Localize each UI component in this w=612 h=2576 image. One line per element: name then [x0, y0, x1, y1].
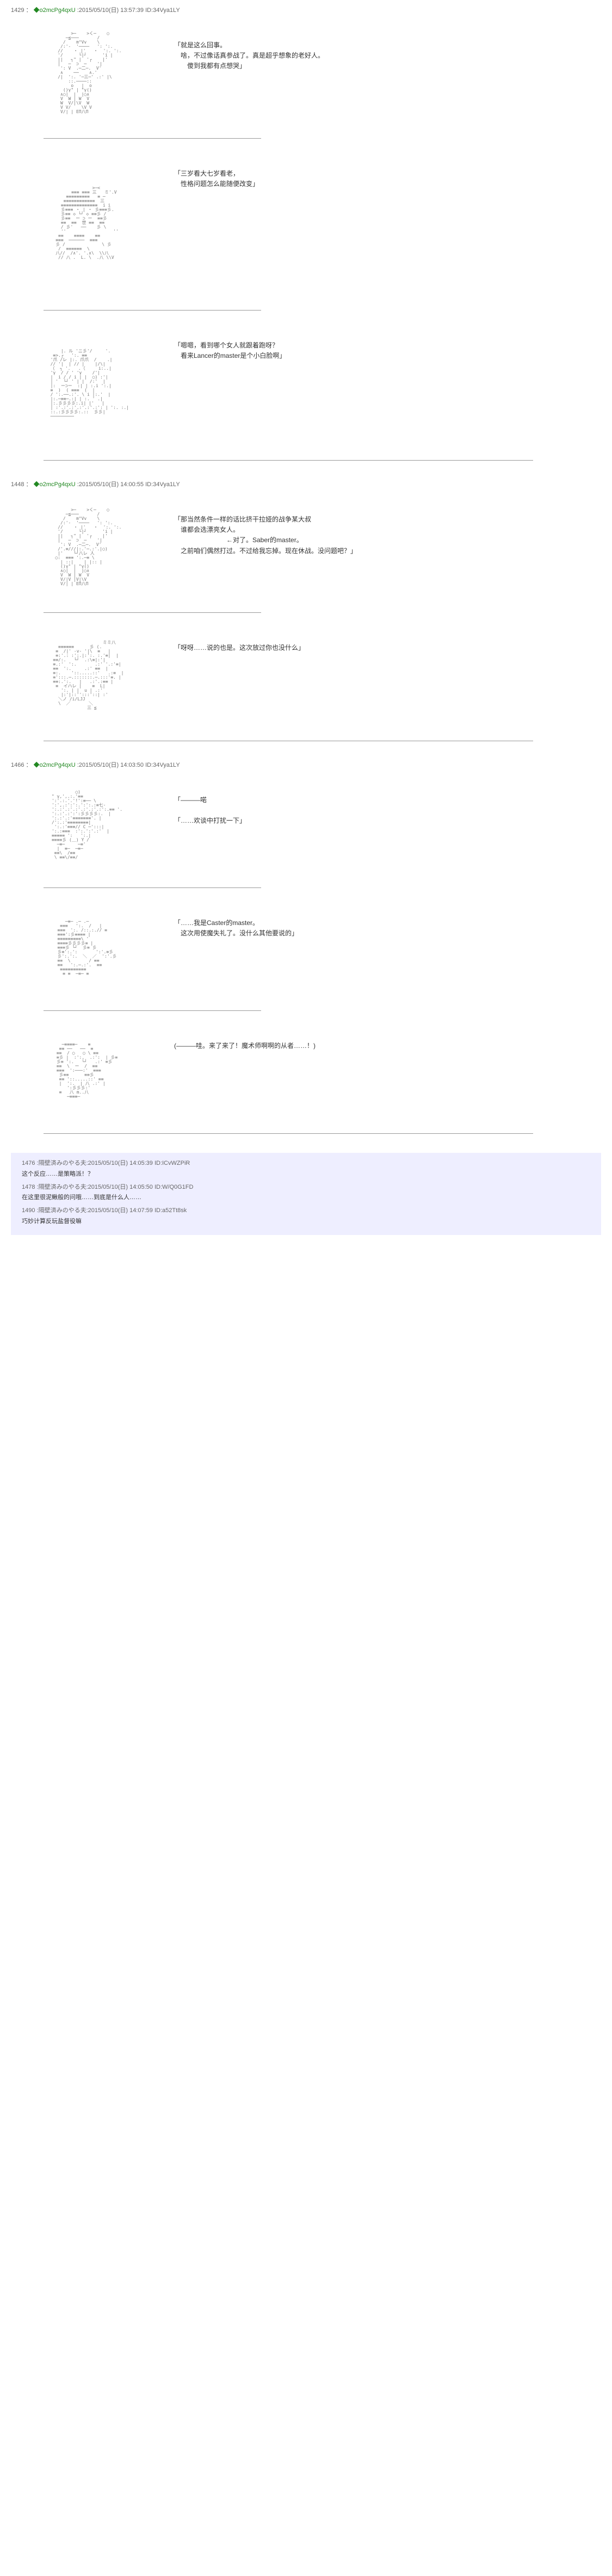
section-divider — [44, 138, 261, 139]
post-content-row: >─ >く─ ○ ─≦─── / / m^Vv \ /:'- '──── ': … — [11, 18, 601, 127]
post-date: :2015/05/10(日) 14:00:55 — [77, 481, 144, 488]
ascii-art-content: |. ル 'ニ彡'/ '. ≡>.┌ ':. ≡≡ '爪 /レ |:. 爪爪 /… — [43, 347, 131, 421]
ascii-art-content: ─≡≡≡≡─ ≡ ≡≡ ── ── ≡ ≡≡ / ○ ○ \ ≡≡ ≡彡 | :… — [54, 1040, 120, 1101]
post-trip: ◆o2mcPg4qxU — [34, 481, 76, 488]
ascii-art-content: ミミ八 ≡≡≡≡≡≡ 彡 (. ≡ /|' -v- '|\ ≡ | ≡:'.: … — [48, 638, 126, 712]
post-section: >─ >く─ ○ ─≦─── / / m^Vv \ /:'- '──── ': … — [11, 18, 601, 127]
response-line: 1478 :隔壁済みのやる夫:2015/05/10(日) 14:05:50 ID… — [22, 1182, 590, 1204]
post-section: ─≡─ .─ .─ ≡≡≡ ':. / | ≡≡≡ ':. /::.:.// ≡… — [11, 896, 601, 1000]
response-text: 在这里很泥鳅般的问哦……到底是什么人…… — [22, 1194, 141, 1201]
ascii-art-portrait: ミミ八 ≡≡≡≡≡≡ 彡 (. ≡ /|' -v- '|\ ≡ | ≡:'.: … — [11, 621, 163, 730]
response-meta: 1478 :隔壁済みのやる夫:2015/05/10(日) 14:05:50 ID… — [22, 1184, 193, 1190]
forum-post: 1448 ： ◆o2mcPg4qxU :2015/05/10(日) 14:00:… — [0, 474, 612, 755]
ascii-art-portrait: ─≡≡≡≡─ ≡ ≡≡ ── ── ≡ ≡≡ / ○ ○ \ ≡≡ ≡彡 | :… — [11, 1019, 163, 1122]
response-meta: 1490 :隔壁済みのやる夫:2015/05/10(日) 14:07:59 ID… — [22, 1207, 187, 1214]
post-section: >─ >く─ ○ ─≦─── / / m^Vv \ /:'- '──── ': … — [11, 493, 601, 601]
response-meta: 1476 :隔壁済みのやる夫:2015/05/10(日) 14:05:39 ID… — [22, 1160, 190, 1166]
post-trip: ◆o2mcPg4qxU — [34, 762, 76, 768]
post-number: 1466 — [11, 762, 24, 768]
ascii-art-content: >─ >く─ ○ ─≦─── / / m^Vv \ /:'- '──── ': … — [51, 29, 124, 116]
response-text: 这个反应……是策略派！？ — [22, 1171, 94, 1177]
ascii-art-portrait: >─ >く─ ○ ─≦─── / / m^Vv \ /:'- '──── ': … — [11, 18, 163, 127]
response-text: 巧妙计算反玩盐督役嘛 — [22, 1218, 82, 1225]
section-divider — [44, 460, 533, 461]
dialogue-text: 「就是这么回事。 啥，不过像话真参战了。真是超乎想象的老好人。 傻到我都有点想哭… — [174, 18, 324, 72]
response-line: 1490 :隔壁済みのやる夫:2015/05/10(日) 14:07:59 ID… — [22, 1206, 590, 1227]
ascii-art-content: >─< ≡≡≡ ≡≡≡ 三 ミ'.V ≡≡≡≡≡≡≡≡≡ ≡ ─ ≡≡≡≡≡≡≡… — [53, 184, 121, 262]
post-content-row: ─≡─ .─ .─ ≡≡≡ ':. / | ≡≡≡ ':. /::.:.// ≡… — [11, 896, 601, 1000]
post-date: :2015/05/10(日) 13:57:39 — [77, 7, 144, 14]
section-divider — [44, 1133, 533, 1134]
post-section: ミミ八 ≡≡≡≡≡≡ 彡 (. ≡ /|' -v- '|\ ≡ | ≡:'.: … — [11, 621, 601, 730]
post-section: ○) " γ,',.:.'≡≡ ':'.:.'.'!':≡── \ ':',.:… — [11, 773, 601, 877]
ascii-art-content: >─ >く─ ○ ─≦─── / / m^Vv \ /:'- '──── ': … — [51, 506, 124, 588]
post-trip: ◆o2mcPg4qxU — [34, 7, 76, 14]
post-date: :2015/05/10(日) 14:03:50 — [77, 762, 144, 768]
post-section: |. ル 'ニ彡'/ '. ≡>.┌ ':. ≡≡ '爪 /レ |:. 爪爪 /… — [11, 319, 601, 449]
post-id: ID:34Vya1LY — [145, 762, 180, 768]
post-header: 1448 ： ◆o2mcPg4qxU :2015/05/10(日) 14:00:… — [11, 480, 601, 488]
section-divider — [44, 887, 261, 888]
dialogue-text: (———哇。来了来了！魔术师啊啊的从者……！) — [174, 1019, 316, 1051]
dialogue-text: 「呀呀……说的也是。这次放过你也没什么」 — [174, 621, 305, 653]
forum-post: 1466 ： ◆o2mcPg4qxU :2015/05/10(日) 14:03:… — [0, 755, 612, 1147]
post-number: 1448 — [11, 481, 24, 488]
post-content-row: ─≡≡≡≡─ ≡ ≡≡ ── ── ≡ ≡≡ / ○ ○ \ ≡≡ ≡彡 | :… — [11, 1019, 601, 1122]
post-number: 1429 — [11, 7, 24, 14]
forum-post: 1429 ： ◆o2mcPg4qxU :2015/05/10(日) 13:57:… — [0, 0, 612, 474]
dialogue-text: 「———喏「……欢谈中打扰一下」 — [174, 773, 246, 827]
dialogue-text: 「三岁看大七岁看老， 性格问题怎么能随便改变」 — [174, 147, 259, 189]
dialogue-text: 「嗯嗯，看到哪个女人就跟着跑呀？ 看来Lancer的master是个小白脸啊」 — [174, 319, 286, 361]
post-section: >─< ≡≡≡ ≡≡≡ 三 ミ'.V ≡≡≡≡≡≡≡≡≡ ≡ ─ ≡≡≡≡≡≡≡… — [11, 147, 601, 299]
post-content-row: ミミ八 ≡≡≡≡≡≡ 彡 (. ≡ /|' -v- '|\ ≡ | ≡:'.: … — [11, 621, 601, 730]
post-content-row: |. ル 'ニ彡'/ '. ≡>.┌ ':. ≡≡ '爪 /レ |:. 爪爪 /… — [11, 319, 601, 449]
ascii-art-content: ─≡─ .─ .─ ≡≡≡ ':. / | ≡≡≡ ':. /::.:.// ≡… — [55, 917, 119, 978]
section-divider — [44, 310, 261, 311]
ascii-art-portrait: ─≡─ .─ .─ ≡≡≡ ':. / | ≡≡≡ ':. /::.:.// ≡… — [11, 896, 163, 1000]
post-content-row: >─ >く─ ○ ─≦─── / / m^Vv \ /:'- '──── ': … — [11, 493, 601, 601]
post-header: 1429 ： ◆o2mcPg4qxU :2015/05/10(日) 13:57:… — [11, 5, 601, 14]
ascii-art-content: ○) " γ,',.:.'≡≡ ':'.:.'.'!':≡── \ ':',.:… — [50, 788, 125, 862]
post-content-row: ○) " γ,',.:.'≡≡ ':'.:.'.'!':≡── \ ':',.:… — [11, 773, 601, 877]
post-section: ─≡≡≡≡─ ≡ ≡≡ ── ── ≡ ≡≡ / ○ ○ \ ≡≡ ≡彡 | :… — [11, 1019, 601, 1122]
dialogue-text: 「……我是Caster的master。 这次用使魔失礼了。没什么其他要说的」 — [174, 896, 298, 939]
dialogue-text: 「那当然条件一样的话比挤干拉娅的战争某大叔 谁都会选漂亮女人。 ←对了。Sabe… — [174, 493, 357, 556]
ascii-art-portrait: >─< ≡≡≡ ≡≡≡ 三 ミ'.V ≡≡≡≡≡≡≡≡≡ ≡ ─ ≡≡≡≡≡≡≡… — [11, 147, 163, 299]
response-box: 1476 :隔壁済みのやる夫:2015/05/10(日) 14:05:39 ID… — [11, 1153, 601, 1235]
post-content-row: >─< ≡≡≡ ≡≡≡ 三 ミ'.V ≡≡≡≡≡≡≡≡≡ ≡ ─ ≡≡≡≡≡≡≡… — [11, 147, 601, 299]
post-header: 1466 ： ◆o2mcPg4qxU :2015/05/10(日) 14:03:… — [11, 760, 601, 769]
section-divider — [44, 1010, 261, 1011]
ascii-art-portrait: |. ル 'ニ彡'/ '. ≡>.┌ ':. ≡≡ '爪 /レ |:. 爪爪 /… — [11, 319, 163, 449]
ascii-art-portrait: >─ >く─ ○ ─≦─── / / m^Vv \ /:'- '──── ': … — [11, 493, 163, 601]
response-line: 1476 :隔壁済みのやる夫:2015/05/10(日) 14:05:39 ID… — [22, 1158, 590, 1180]
ascii-art-portrait: ○) " γ,',.:.'≡≡ ':'.:.'.'!':≡── \ ':',.:… — [11, 773, 163, 877]
post-id: ID:34Vya1LY — [145, 481, 180, 488]
section-divider — [44, 612, 261, 613]
post-id: ID:34Vya1LY — [145, 7, 180, 14]
